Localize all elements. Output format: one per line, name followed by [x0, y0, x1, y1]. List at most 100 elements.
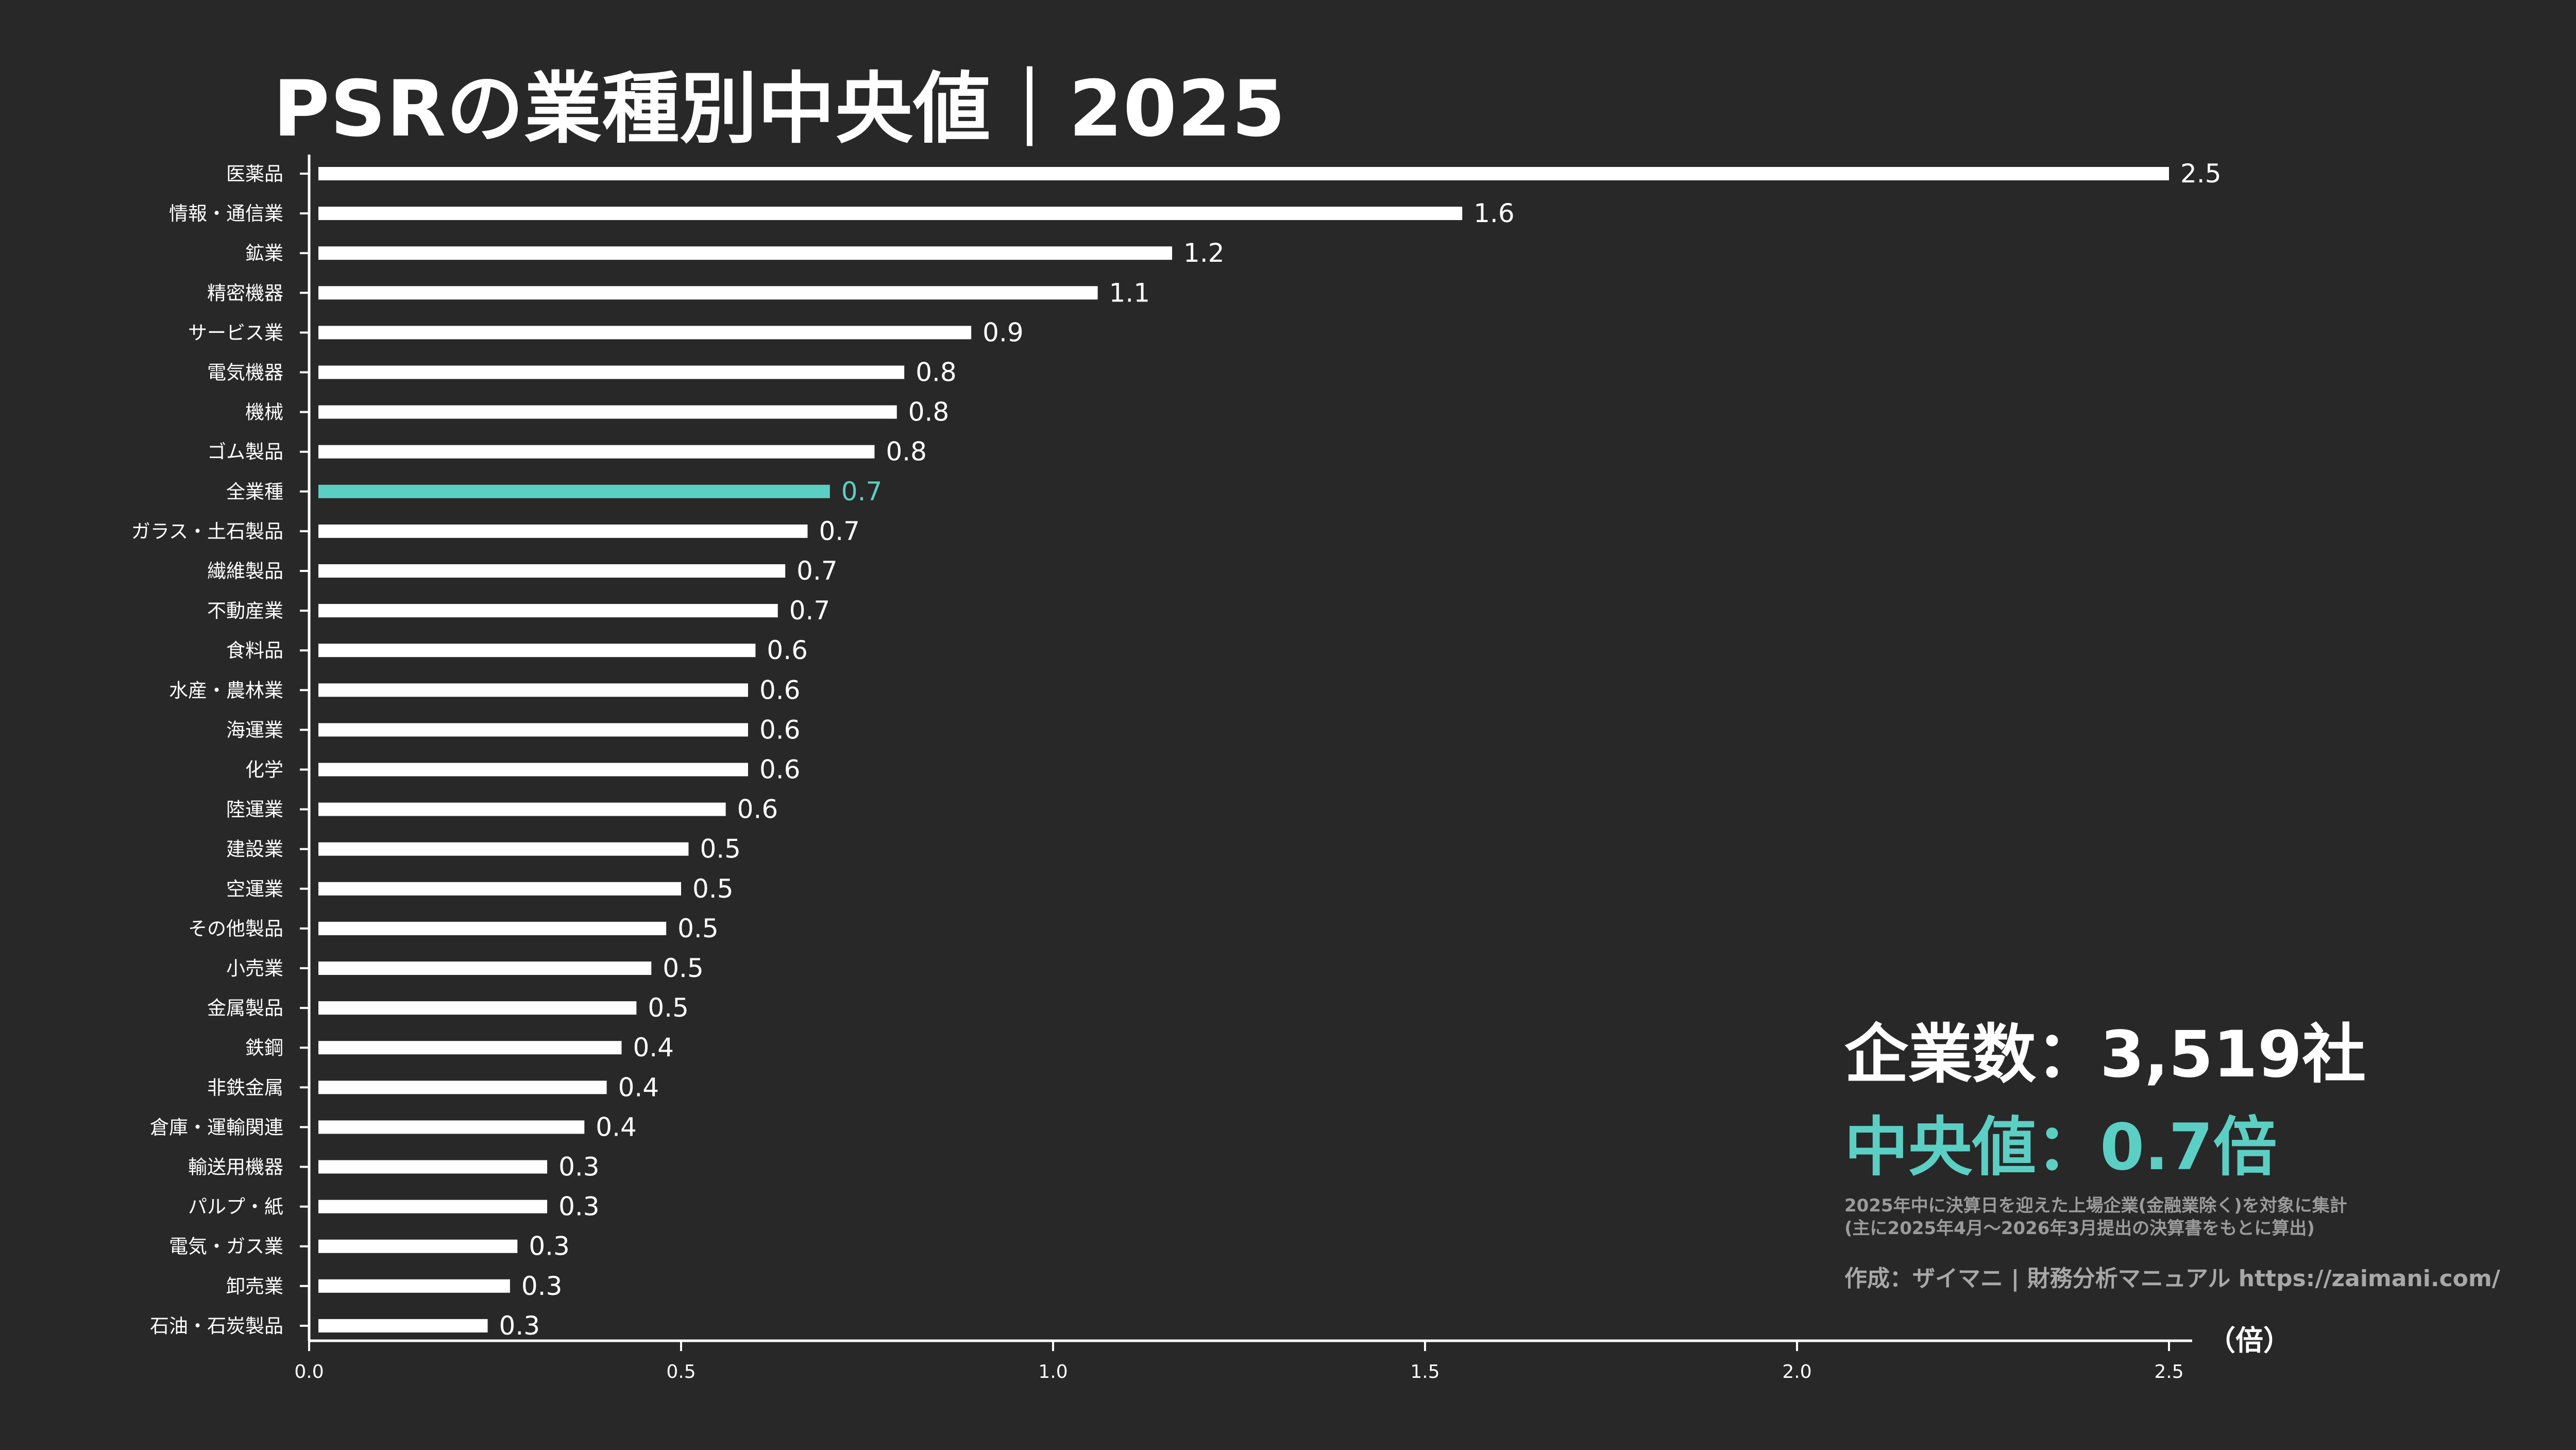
data-label: 0.7 — [789, 596, 831, 626]
bar — [318, 604, 778, 618]
bar — [318, 763, 748, 777]
data-label: 0.3 — [529, 1232, 570, 1261]
bar — [318, 1041, 622, 1055]
bar — [318, 683, 748, 697]
data-label: 0.5 — [677, 914, 719, 943]
bar — [318, 1001, 637, 1015]
x-tick-label: 1.5 — [1410, 1361, 1439, 1382]
company-count: 企業数：3,519社 — [1844, 1018, 2366, 1092]
category-label: 輸送用機器 — [188, 1156, 283, 1178]
category-label: ゴム製品 — [207, 441, 283, 463]
category-label: 不動産業 — [207, 600, 283, 622]
category-label: 情報・通信業 — [169, 203, 283, 225]
x-tick-label: 1.0 — [1038, 1361, 1067, 1382]
category-label: 食料品 — [226, 639, 283, 662]
data-label: 0.5 — [692, 874, 734, 904]
bar — [318, 1160, 548, 1174]
category-labels-layer: 医薬品情報・通信業鉱業精密機器サービス業電気機器機械ゴム製品全業種ガラス・土石製… — [131, 163, 283, 1337]
data-label: 0.3 — [499, 1311, 540, 1341]
category-label: 海運業 — [226, 719, 283, 741]
x-axis-unit: （倍） — [2208, 1324, 2291, 1357]
category-label: 機械 — [245, 401, 283, 424]
value-labels-layer: 2.51.61.21.10.90.80.80.80.70.70.70.70.60… — [499, 159, 2222, 1341]
category-label: 全業種 — [226, 481, 283, 503]
data-label: 0.8 — [908, 397, 950, 427]
bar — [318, 207, 1463, 221]
credit-text: 作成：ザイマニ | 財務分析マニュアル https://zaimani.com/ — [1844, 1266, 2500, 1292]
category-label: 鉄鋼 — [245, 1037, 283, 1059]
data-label: 1.1 — [1109, 278, 1150, 308]
bar — [318, 1319, 488, 1333]
bar — [318, 723, 748, 737]
median-value: 中央値：0.7倍 — [1844, 1110, 2277, 1185]
category-label: 精密機器 — [207, 282, 283, 304]
bar — [318, 445, 875, 459]
data-label: 0.4 — [618, 1072, 659, 1102]
data-label: 0.3 — [558, 1192, 600, 1222]
bar — [318, 286, 1098, 300]
category-label: 繊維製品 — [207, 560, 283, 582]
note-line-2: (主に2025年4月〜2026年3月提出の決算書をもとに算出) — [1844, 1218, 2315, 1239]
bar — [318, 1239, 518, 1253]
bar — [318, 1200, 548, 1213]
category-label: 石油・石炭製品 — [150, 1315, 283, 1337]
data-label: 0.5 — [663, 953, 704, 983]
data-label: 0.6 — [767, 635, 808, 665]
bar — [318, 365, 905, 379]
data-label: 1.6 — [1473, 198, 1515, 228]
data-label: 0.7 — [819, 516, 860, 546]
category-label: 水産・農林業 — [169, 679, 283, 701]
x-tick-label: 0.0 — [294, 1361, 324, 1382]
bar — [318, 962, 652, 975]
data-label: 0.8 — [916, 358, 957, 387]
x-tick-label: 0.5 — [666, 1361, 696, 1382]
bar — [318, 802, 726, 816]
category-label: サービス業 — [188, 322, 283, 344]
bar — [318, 1120, 585, 1134]
data-label: 0.6 — [737, 795, 778, 824]
data-label: 2.5 — [2180, 159, 2222, 189]
category-label: 電気機器 — [207, 362, 283, 384]
bar — [318, 405, 897, 419]
bar — [318, 564, 786, 578]
bar — [318, 1081, 607, 1094]
category-label: 陸運業 — [226, 799, 283, 821]
data-label: 1.2 — [1183, 238, 1225, 268]
category-label: 卸売業 — [226, 1275, 283, 1297]
data-label: 0.3 — [521, 1271, 563, 1301]
x-tick-label: 2.5 — [2154, 1361, 2183, 1382]
bars-layer — [318, 167, 2169, 1333]
bar — [318, 882, 681, 896]
bar — [318, 644, 756, 657]
bar — [318, 921, 667, 935]
data-label: 0.8 — [886, 437, 927, 467]
data-label: 0.5 — [648, 993, 689, 1023]
data-label: 0.6 — [759, 755, 801, 785]
bar — [318, 167, 2169, 180]
bar — [318, 1279, 510, 1293]
category-label: 小売業 — [226, 957, 283, 980]
category-label: 化学 — [245, 759, 283, 781]
axis-layer: 0.0 0.5 1.0 1.5 2.0 2.5 （倍） — [294, 155, 2291, 1382]
x-tick-label: 2.0 — [1782, 1361, 1811, 1382]
bar — [318, 326, 972, 340]
data-label: 0.7 — [796, 556, 838, 586]
category-label: 非鉄金属 — [207, 1076, 283, 1099]
note-line-1: 2025年中に決算日を迎えた上場企業(金融業除く)を対象に集計 — [1844, 1195, 2347, 1216]
data-label: 0.4 — [596, 1112, 637, 1142]
category-label: 金属製品 — [207, 997, 283, 1019]
category-label: 医薬品 — [226, 163, 283, 185]
category-label: ガラス・土石製品 — [131, 520, 283, 543]
data-label: 0.9 — [982, 317, 1024, 347]
bar — [318, 524, 808, 538]
category-label: 倉庫・運輸関連 — [150, 1116, 283, 1138]
data-label: 0.4 — [633, 1033, 674, 1063]
category-label: パルプ・紙 — [188, 1196, 283, 1218]
data-label: 0.5 — [700, 834, 741, 864]
category-label: 空運業 — [226, 878, 283, 900]
bar — [318, 842, 689, 856]
bar — [318, 246, 1173, 260]
data-label: 0.7 — [841, 477, 883, 507]
data-label: 0.6 — [759, 675, 801, 705]
